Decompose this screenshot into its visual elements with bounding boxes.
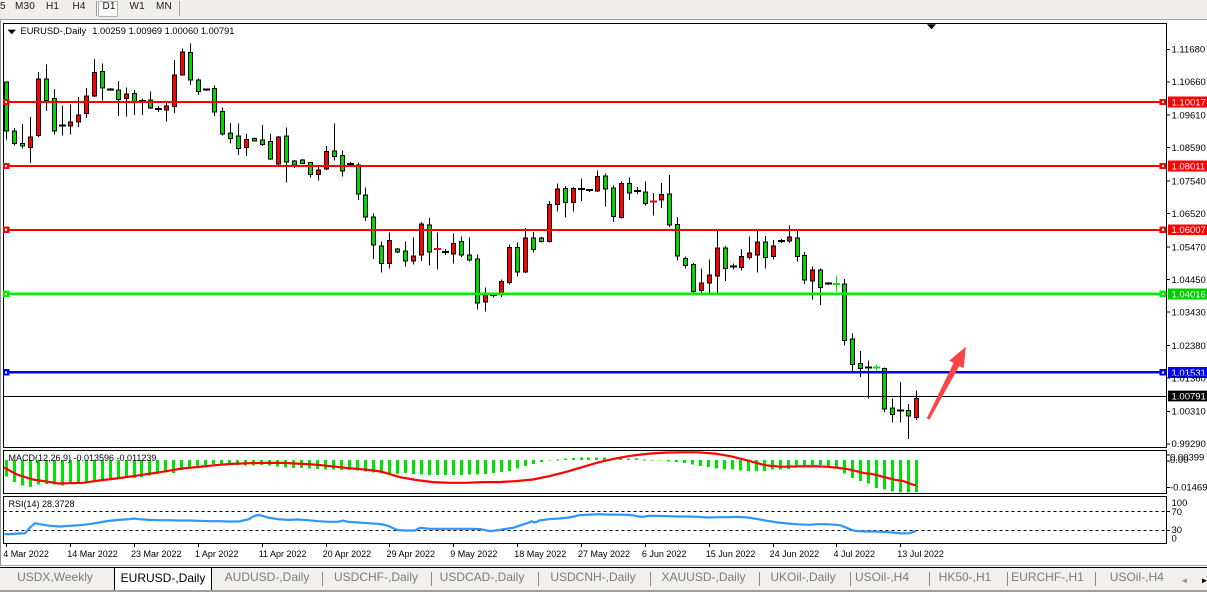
svg-text:1.00310: 1.00310: [1172, 407, 1206, 418]
svg-text:4 Mar 2022: 4 Mar 2022: [3, 549, 49, 559]
svg-text:0.00399: 0.00399: [1170, 452, 1204, 463]
svg-text:-0.01469: -0.01469: [1170, 483, 1207, 494]
svg-text:11 Apr 2022: 11 Apr 2022: [259, 549, 307, 559]
svg-text:0.99290: 0.99290: [1172, 439, 1206, 450]
svg-text:13 Jul 2022: 13 Jul 2022: [897, 549, 944, 559]
svg-text:23 Mar 2022: 23 Mar 2022: [131, 549, 182, 559]
svg-text:70: 70: [1172, 507, 1183, 518]
svg-text:1.09610: 1.09610: [1172, 111, 1206, 122]
svg-text:1.10660: 1.10660: [1172, 77, 1206, 88]
svg-text:1.06007: 1.06007: [1172, 225, 1206, 236]
svg-text:1 Apr 2022: 1 Apr 2022: [195, 549, 239, 559]
svg-text:27 May 2022: 27 May 2022: [578, 549, 630, 559]
svg-text:14 Mar 2022: 14 Mar 2022: [67, 549, 118, 559]
svg-text:1.04450: 1.04450: [1172, 275, 1206, 286]
svg-text:1.11680: 1.11680: [1172, 45, 1206, 56]
svg-text:0.00: 0.00: [1170, 455, 1189, 466]
svg-text:1.08590: 1.08590: [1172, 143, 1206, 154]
svg-text:1.06520: 1.06520: [1172, 209, 1206, 220]
svg-text:100: 100: [1172, 498, 1188, 509]
svg-text:1.00259 1.00969 1.00060 1.0079: 1.00259 1.00969 1.00060 1.00791: [92, 26, 234, 36]
svg-text:9 May 2022: 9 May 2022: [450, 549, 497, 559]
svg-text:RSI(14) 28.3728: RSI(14) 28.3728: [9, 499, 75, 509]
svg-text:1.10017: 1.10017: [1172, 97, 1206, 108]
svg-text:15 Jun 2022: 15 Jun 2022: [706, 549, 756, 559]
svg-text:18 May 2022: 18 May 2022: [514, 549, 566, 559]
svg-text:1.02380: 1.02380: [1172, 341, 1206, 352]
svg-text:30: 30: [1172, 525, 1183, 536]
svg-text:29 Apr 2022: 29 Apr 2022: [387, 549, 436, 559]
svg-text:EURUSD-,Daily: EURUSD-,Daily: [21, 26, 87, 36]
svg-text:1.04016: 1.04016: [1172, 289, 1206, 300]
svg-text:4 Jul 2022: 4 Jul 2022: [834, 549, 876, 559]
svg-text:20 Apr 2022: 20 Apr 2022: [323, 549, 372, 559]
svg-text:MACD(12,26,9) -0.013596 -0.011: MACD(12,26,9) -0.013596 -0.011239: [9, 453, 157, 463]
svg-text:1.05470: 1.05470: [1172, 242, 1206, 253]
svg-text:1.07540: 1.07540: [1172, 177, 1206, 188]
svg-text:24 Jun 2022: 24 Jun 2022: [770, 549, 820, 559]
svg-text:1.08011: 1.08011: [1172, 161, 1206, 172]
svg-text:1.01531: 1.01531: [1172, 368, 1206, 379]
svg-text:0: 0: [1172, 533, 1177, 544]
svg-text:6 Jun 2022: 6 Jun 2022: [642, 549, 687, 559]
svg-text:1.03430: 1.03430: [1172, 307, 1206, 318]
svg-text:1.00791: 1.00791: [1172, 391, 1206, 402]
svg-text:1.01360: 1.01360: [1172, 373, 1206, 384]
